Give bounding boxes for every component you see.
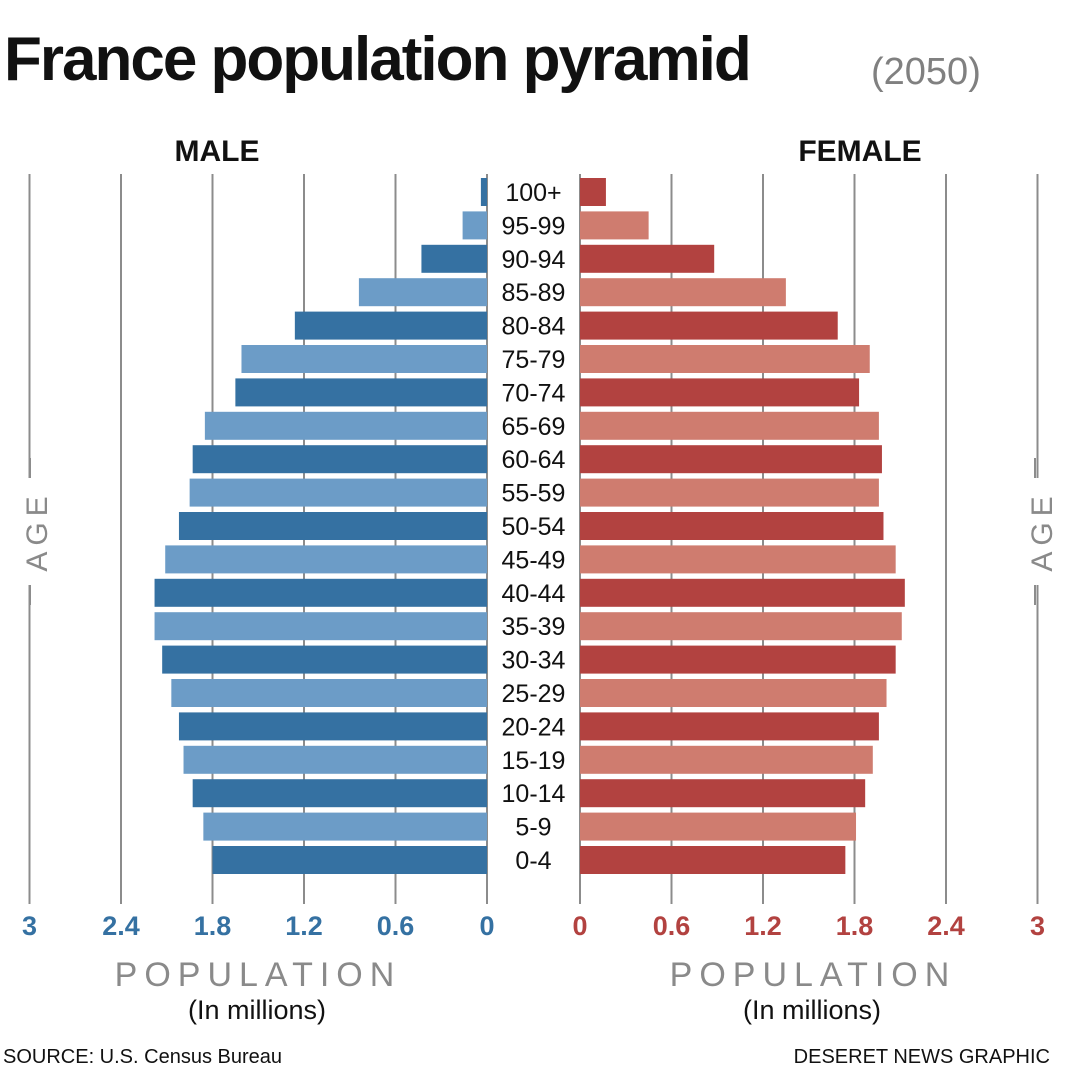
bar-female-60-64: [580, 445, 882, 474]
x-axis-unit-female: (In millions): [743, 995, 881, 1025]
age-tick-50-54: 50-54: [502, 513, 566, 541]
source-note: SOURCE: U.S. Census Bureau: [3, 1046, 282, 1068]
bars: [154, 178, 905, 874]
age-tick-25-29: 25-29: [502, 680, 566, 708]
age-label-left: AGE: [21, 490, 54, 571]
bar-male-95-99: [462, 211, 487, 240]
age-tick-15-19: 15-19: [502, 747, 566, 775]
bar-female-55-59: [580, 478, 879, 507]
age-tick-45-49: 45-49: [502, 546, 566, 574]
x-tick-male-0: 0: [479, 911, 494, 941]
bar-female-25-29: [580, 679, 887, 707]
x-tick-male-3: 3: [22, 911, 37, 941]
x-tick-female-1.8: 1.8: [836, 911, 874, 941]
x-axis-unit-male: (In millions): [188, 995, 326, 1025]
bar-male-5-9: [203, 812, 487, 841]
age-tick-30-34: 30-34: [502, 647, 566, 675]
age-tick-55-59: 55-59: [502, 480, 566, 508]
x-axis-title-female: POPULATION: [670, 956, 957, 994]
age-tick-10-14: 10-14: [502, 780, 566, 808]
bar-male-20-24: [178, 712, 487, 741]
bar-male-25-29: [171, 679, 487, 707]
chart-title: France population pyramid: [4, 25, 750, 94]
age-tick-35-39: 35-39: [502, 613, 566, 641]
male-label: MALE: [175, 135, 260, 168]
bar-male-90-94: [421, 244, 487, 273]
x-tick-male-0.6: 0.6: [377, 911, 415, 941]
bar-male-70-74: [235, 378, 487, 407]
age-tick-95-99: 95-99: [502, 212, 566, 240]
age-tick-20-24: 20-24: [502, 713, 566, 741]
credit-note: DESERET NEWS GRAPHIC: [794, 1046, 1050, 1068]
x-tick-female-3: 3: [1030, 911, 1045, 941]
bar-male-85-89: [358, 278, 487, 307]
bar-male-35-39: [154, 612, 488, 641]
bar-female-85-89: [580, 278, 786, 307]
age-tick-80-84: 80-84: [502, 313, 566, 341]
bar-male-40-44: [154, 578, 488, 607]
bar-female-75-79: [580, 345, 870, 373]
bar-male-0-4: [212, 846, 487, 874]
age-tick-0-4: 0-4: [515, 847, 551, 875]
age-tick-75-79: 75-79: [502, 346, 566, 374]
age-tick-65-69: 65-69: [502, 413, 566, 441]
age-tick-90-94: 90-94: [502, 246, 566, 274]
age-label-right: AGE: [1026, 490, 1059, 571]
x-tick-female-2.4: 2.4: [927, 911, 965, 941]
x-tick-male-2.4: 2.4: [102, 911, 140, 941]
bar-female-10-14: [580, 779, 866, 808]
bar-male-75-79: [241, 345, 487, 373]
bar-female-40-44: [580, 578, 905, 607]
x-tick-male-1.2: 1.2: [285, 911, 323, 941]
x-tick-female-0: 0: [572, 911, 587, 941]
bar-male-55-59: [189, 478, 487, 507]
age-tick-5-9: 5-9: [515, 814, 551, 842]
bar-female-35-39: [580, 612, 902, 641]
female-label: FEMALE: [798, 135, 921, 168]
bar-male-45-49: [165, 545, 487, 574]
x-tick-female-0.6: 0.6: [653, 911, 691, 941]
bar-male-65-69: [204, 411, 487, 440]
bar-male-100+: [480, 178, 487, 206]
bar-female-20-24: [580, 712, 879, 741]
age-tick-100+: 100+: [505, 179, 561, 207]
bar-female-70-74: [580, 378, 860, 407]
bar-female-45-49: [580, 545, 896, 574]
age-tick-40-44: 40-44: [502, 580, 566, 608]
age-tick-labels: 100+ 95-99 90-94 85-89 80-84 75-79 70-74 65-69 6…: [502, 179, 566, 875]
x-axis-title-male: POPULATION: [115, 956, 402, 994]
bar-female-50-54: [580, 512, 884, 540]
bar-female-80-84: [580, 311, 838, 340]
age-right-mask: [1019, 478, 1051, 585]
bar-male-10-14: [192, 779, 488, 808]
bar-male-15-19: [183, 745, 487, 774]
bar-male-80-84: [294, 311, 487, 340]
bar-female-100+: [580, 178, 606, 206]
x-tick-male-1.8: 1.8: [194, 911, 232, 941]
age-tick-85-89: 85-89: [502, 279, 566, 307]
bar-female-90-94: [580, 244, 715, 273]
bar-female-0-4: [580, 846, 846, 874]
bar-male-30-34: [162, 645, 488, 674]
age-axis-right: AGE: [1019, 458, 1059, 605]
bar-male-60-64: [192, 445, 488, 474]
age-tick-60-64: 60-64: [502, 446, 566, 474]
bar-female-30-34: [580, 645, 896, 674]
bar-female-95-99: [580, 211, 649, 240]
age-axis-left: AGE: [14, 458, 54, 605]
age-tick-70-74: 70-74: [502, 379, 566, 407]
bar-male-50-54: [178, 512, 487, 540]
x-axis-tick-labels: 3 2.4 1.8 1.2 0.6 0 0 0.6 1.2 1.8 2.4 3: [22, 911, 1045, 941]
x-tick-female-1.2: 1.2: [744, 911, 782, 941]
chart-subtitle: (2050): [871, 51, 981, 93]
bar-female-65-69: [580, 411, 879, 440]
bar-female-15-19: [580, 745, 873, 774]
age-left-mask: [14, 478, 46, 585]
bar-female-5-9: [580, 812, 857, 841]
